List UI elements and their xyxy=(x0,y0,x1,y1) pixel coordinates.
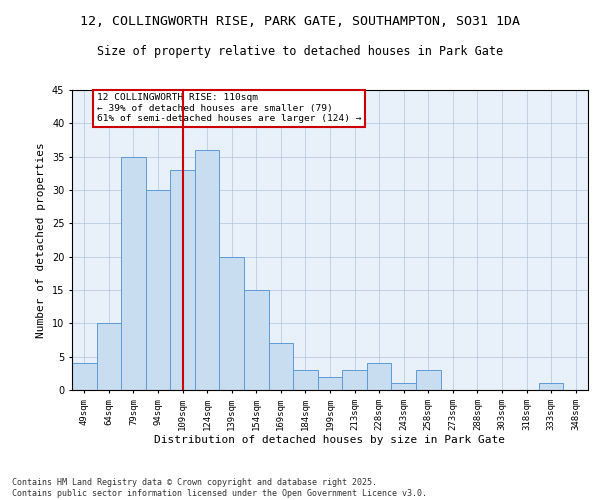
Bar xyxy=(97,324,121,390)
Text: 12 COLLINGWORTH RISE: 110sqm
← 39% of detached houses are smaller (79)
61% of se: 12 COLLINGWORTH RISE: 110sqm ← 39% of de… xyxy=(97,94,361,123)
Text: Size of property relative to detached houses in Park Gate: Size of property relative to detached ho… xyxy=(97,45,503,58)
Bar xyxy=(146,190,170,390)
Bar xyxy=(244,290,269,390)
Bar xyxy=(318,376,342,390)
Bar xyxy=(121,156,146,390)
Bar xyxy=(269,344,293,390)
Bar xyxy=(293,370,318,390)
Bar xyxy=(416,370,440,390)
Bar xyxy=(220,256,244,390)
Text: 12, COLLINGWORTH RISE, PARK GATE, SOUTHAMPTON, SO31 1DA: 12, COLLINGWORTH RISE, PARK GATE, SOUTHA… xyxy=(80,15,520,28)
X-axis label: Distribution of detached houses by size in Park Gate: Distribution of detached houses by size … xyxy=(155,436,505,446)
Y-axis label: Number of detached properties: Number of detached properties xyxy=(37,142,46,338)
Bar xyxy=(391,384,416,390)
Bar xyxy=(539,384,563,390)
Text: Contains HM Land Registry data © Crown copyright and database right 2025.
Contai: Contains HM Land Registry data © Crown c… xyxy=(12,478,427,498)
Bar xyxy=(170,170,195,390)
Bar xyxy=(195,150,220,390)
Bar xyxy=(342,370,367,390)
Bar xyxy=(367,364,391,390)
Bar xyxy=(72,364,97,390)
